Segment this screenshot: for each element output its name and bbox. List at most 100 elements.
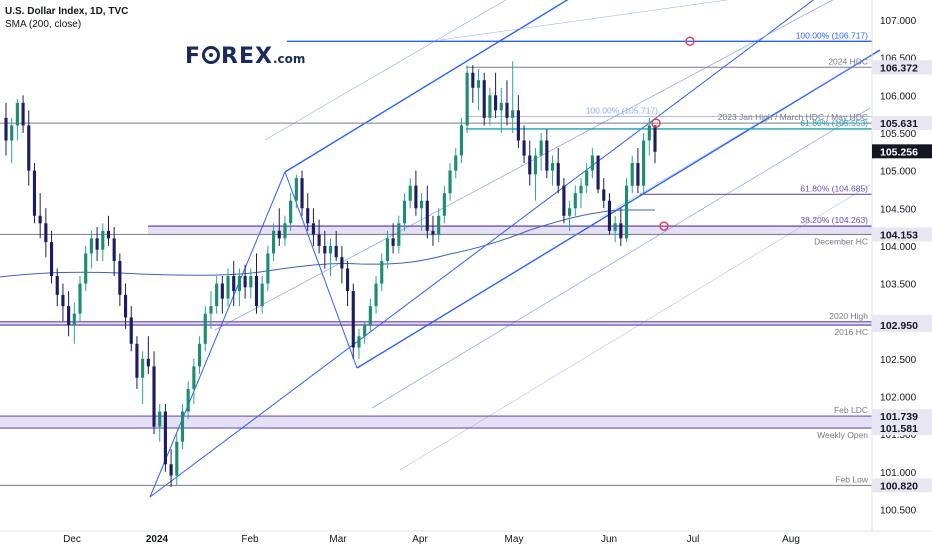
candle[interactable] [402, 193, 407, 231]
candle[interactable] [351, 283, 355, 359]
candle[interactable] [146, 336, 150, 374]
candle[interactable] [49, 230, 54, 284]
sma-indicator-label[interactable]: SMA (200, close) [5, 19, 82, 30]
candle[interactable] [61, 283, 65, 322]
candle[interactable] [4, 102, 8, 156]
candle[interactable] [78, 276, 82, 322]
candle[interactable] [550, 155, 555, 186]
candle[interactable] [488, 87, 492, 126]
candle[interactable] [209, 291, 213, 329]
candle[interactable] [294, 174, 298, 209]
candle[interactable] [568, 200, 572, 231]
candle[interactable] [215, 276, 219, 314]
candle[interactable] [158, 404, 162, 442]
candle[interactable] [437, 208, 441, 243]
candle[interactable] [368, 298, 372, 333]
candle[interactable] [505, 80, 509, 126]
candle[interactable] [642, 132, 646, 194]
candle[interactable] [32, 163, 37, 224]
candle[interactable] [528, 140, 532, 186]
candle[interactable] [129, 306, 133, 352]
candle[interactable] [636, 148, 640, 194]
candle[interactable] [602, 178, 606, 209]
candle[interactable] [562, 178, 566, 224]
candle[interactable] [112, 227, 116, 277]
candle[interactable] [163, 404, 167, 472]
candle[interactable] [10, 117, 14, 164]
candle[interactable] [579, 178, 583, 209]
candle[interactable] [374, 276, 378, 314]
candle[interactable] [499, 87, 503, 133]
candle[interactable] [232, 260, 236, 307]
candle[interactable] [397, 215, 401, 254]
candle[interactable] [494, 72, 498, 118]
candle[interactable] [522, 125, 526, 164]
candle[interactable] [596, 155, 600, 194]
candle[interactable] [220, 276, 224, 314]
candle[interactable] [465, 65, 469, 133]
candle[interactable] [254, 253, 259, 314]
candle[interactable] [243, 264, 247, 299]
candle[interactable] [516, 95, 520, 149]
candle[interactable] [55, 268, 59, 307]
candle[interactable] [653, 125, 657, 164]
candle[interactable] [607, 193, 612, 235]
candle[interactable] [306, 193, 310, 231]
candle[interactable] [624, 178, 629, 243]
candle[interactable] [72, 302, 76, 344]
candle[interactable] [84, 245, 88, 292]
candle[interactable] [289, 193, 293, 231]
candle[interactable] [539, 132, 543, 171]
candle[interactable] [197, 336, 202, 374]
candle[interactable] [311, 208, 315, 246]
candle[interactable] [135, 336, 139, 389]
candle[interactable] [317, 219, 321, 254]
candle[interactable] [442, 185, 446, 224]
candle[interactable] [328, 238, 333, 277]
candle[interactable] [391, 223, 395, 254]
candle[interactable] [533, 148, 538, 201]
candle[interactable] [385, 230, 389, 269]
candle[interactable] [613, 215, 617, 243]
candle[interactable] [67, 291, 71, 337]
candle[interactable] [585, 163, 589, 194]
candle[interactable] [545, 129, 549, 179]
candle[interactable] [95, 227, 99, 261]
candle[interactable] [277, 208, 281, 246]
candle[interactable] [357, 328, 361, 359]
candle[interactable] [420, 193, 424, 231]
candle[interactable] [380, 253, 384, 292]
candle[interactable] [15, 99, 19, 141]
candle[interactable] [249, 268, 253, 299]
candle[interactable] [300, 170, 304, 216]
candle[interactable] [556, 148, 560, 194]
candle[interactable] [346, 260, 350, 307]
candle[interactable] [169, 449, 173, 487]
candle[interactable] [123, 283, 128, 329]
candle[interactable] [647, 117, 651, 156]
candle[interactable] [226, 268, 230, 307]
candle[interactable] [38, 193, 42, 239]
candle[interactable] [21, 95, 25, 133]
candle[interactable] [283, 215, 287, 246]
symbol-title[interactable]: U.S. Dollar Index, 1D, TVC [5, 6, 129, 17]
candle[interactable] [44, 208, 48, 258]
candle[interactable] [431, 215, 435, 246]
candle[interactable] [237, 268, 241, 307]
candle[interactable] [141, 351, 145, 405]
candle[interactable] [89, 230, 93, 269]
candle[interactable] [448, 163, 452, 201]
candle[interactable] [573, 185, 577, 216]
candle[interactable] [363, 321, 367, 344]
candle[interactable] [180, 404, 185, 450]
candle[interactable] [476, 68, 481, 111]
candle[interactable] [482, 72, 486, 126]
candle[interactable] [340, 245, 344, 284]
candle[interactable] [630, 155, 634, 194]
candle[interactable] [323, 230, 327, 269]
candle[interactable] [152, 351, 156, 435]
candle[interactable] [511, 61, 515, 133]
candle[interactable] [619, 208, 623, 246]
candle[interactable] [471, 65, 475, 103]
